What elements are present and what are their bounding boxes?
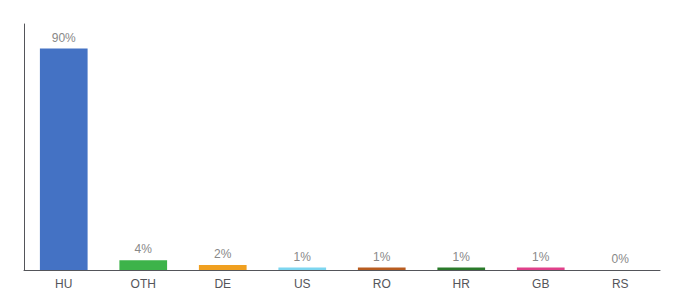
svg-text:1%: 1% <box>532 250 550 264</box>
svg-text:1%: 1% <box>294 250 312 264</box>
svg-text:DE: DE <box>214 277 231 291</box>
svg-text:GB: GB <box>532 277 549 291</box>
svg-text:HR: HR <box>453 277 471 291</box>
svg-text:OTH: OTH <box>131 277 156 291</box>
svg-text:US: US <box>294 277 311 291</box>
svg-text:1%: 1% <box>453 250 471 264</box>
svg-text:0%: 0% <box>612 252 630 266</box>
svg-text:2%: 2% <box>214 247 232 261</box>
svg-text:4%: 4% <box>135 242 153 256</box>
svg-text:90%: 90% <box>52 31 76 45</box>
svg-text:RS: RS <box>612 277 629 291</box>
svg-text:1%: 1% <box>373 250 391 264</box>
svg-text:HU: HU <box>55 277 72 291</box>
svg-text:RO: RO <box>373 277 391 291</box>
